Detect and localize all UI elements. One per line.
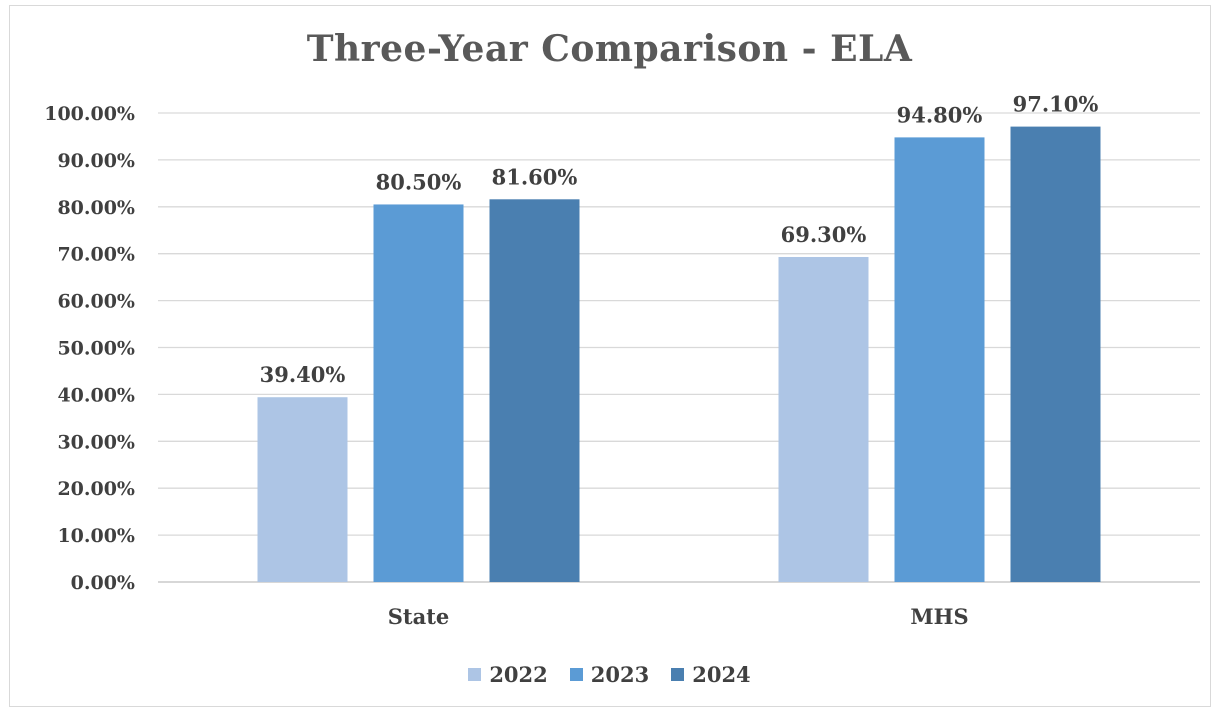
- data-label: 80.50%: [376, 169, 462, 194]
- bar-state-2023: [373, 204, 464, 582]
- y-tick-label: 40.00%: [57, 384, 135, 406]
- legend: 2022 2023 2024: [0, 662, 1219, 687]
- data-label: 97.10%: [1013, 92, 1099, 117]
- bars: [257, 126, 1101, 582]
- legend-label: 2024: [692, 662, 751, 687]
- category-label-state: State: [388, 604, 450, 629]
- y-tick-label: 10.00%: [57, 525, 135, 547]
- bar-mhs-2023: [894, 137, 985, 582]
- data-label: 39.40%: [260, 362, 346, 387]
- category-label-mhs: MHS: [910, 604, 968, 629]
- bar-state-2024: [489, 199, 580, 582]
- y-tick-label: 80.00%: [57, 197, 135, 219]
- legend-label: 2023: [590, 662, 650, 687]
- legend-swatch: [569, 668, 583, 681]
- chart-title: Three-Year Comparison - ELA: [306, 28, 913, 70]
- y-tick-label: 0.00%: [71, 572, 135, 594]
- y-tick-label: 70.00%: [57, 244, 135, 266]
- legend-swatch: [468, 668, 482, 681]
- data-labels: 39.40% 80.50% 81.60% 69.30% 94.80% 97.10%: [260, 92, 1099, 388]
- y-tick-label: 50.00%: [57, 338, 135, 360]
- bar-mhs-2024: [1010, 126, 1101, 582]
- y-tick-label: 60.00%: [57, 291, 135, 313]
- data-label: 69.30%: [781, 222, 867, 247]
- legend-swatch: [671, 668, 685, 681]
- bar-state-2022: [257, 397, 348, 582]
- data-label: 81.60%: [492, 164, 578, 189]
- legend-label: 2022: [489, 662, 548, 687]
- y-tick-label: 30.00%: [57, 431, 135, 453]
- y-axis-ticks: 0.00% 10.00% 20.00% 30.00% 40.00% 50.00% 60.00…: [44, 103, 135, 594]
- x-axis-categories: State MHS: [388, 604, 969, 629]
- y-tick-label: 90.00%: [57, 150, 135, 172]
- legend-item-2024: 2024: [671, 662, 751, 687]
- y-tick-label: 20.00%: [57, 478, 135, 500]
- y-tick-label: 100.00%: [44, 103, 135, 125]
- legend-item-2023: 2023: [569, 662, 650, 687]
- bar-mhs-2022: [778, 256, 869, 582]
- data-label: 94.80%: [897, 102, 983, 127]
- legend-item-2022: 2022: [468, 662, 548, 687]
